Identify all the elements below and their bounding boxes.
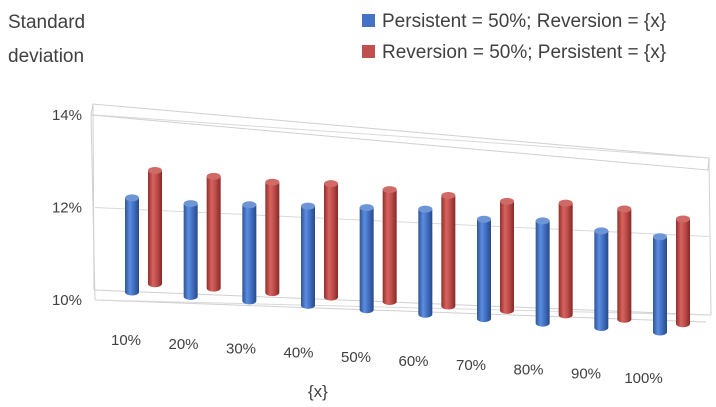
bar-series-2-90% — [617, 205, 632, 323]
x-tick-label: 100% — [624, 370, 662, 387]
bar-series-2-40% — [324, 180, 338, 301]
front-left-edge — [90, 114, 96, 301]
legend-label-series-1: Persistent = 50%; Reversion = {x} — [382, 11, 666, 32]
y-tick-label: 14% — [52, 107, 82, 124]
bar-series-2-10% — [148, 167, 162, 288]
bar-series-2-30% — [265, 178, 280, 297]
x-axis-title: {x} — [308, 382, 328, 401]
y-axis-ticks: 14% 12% 10% — [52, 107, 82, 309]
x-tick-label: 80% — [513, 361, 543, 378]
back-right-edge — [708, 157, 712, 316]
bar-series-2-60% — [441, 191, 456, 310]
legend-swatch-series-1 — [362, 14, 375, 27]
bars — [125, 167, 691, 336]
bar-series-1-90% — [594, 227, 609, 332]
bar-series-1-30% — [242, 201, 257, 305]
y-tick-label: 12% — [52, 200, 82, 217]
bar-series-1-10% — [125, 194, 139, 296]
x-tick-label: 60% — [398, 353, 428, 370]
legend-label-series-2: Reversion = 50%; Persistent = {x} — [382, 42, 666, 63]
x-tick-label: 30% — [226, 340, 256, 357]
legend: Persistent = 50%; Reversion = {x} Revers… — [362, 11, 666, 63]
bar-series-2-50% — [382, 186, 397, 306]
x-tick-label: 50% — [341, 349, 371, 366]
bar-series-1-50% — [359, 204, 374, 314]
bar-series-1-20% — [183, 200, 198, 300]
x-axis-ticks: 10% 20% 30% 40% 50% 60% 70% 80% 90% 100% — [111, 332, 663, 387]
x-tick-label: 20% — [168, 336, 198, 353]
gridline — [94, 114, 710, 159]
bar-series-1-40% — [301, 202, 315, 309]
bar-series-1-70% — [477, 215, 491, 323]
x-tick-label: 90% — [571, 366, 601, 383]
bar-series-1-100% — [653, 233, 667, 336]
x-tick-label: 70% — [456, 357, 486, 374]
legend-swatch-series-2 — [362, 45, 375, 58]
bar-series-2-100% — [676, 215, 691, 328]
bar-series-2-80% — [558, 199, 573, 319]
bar-series-2-70% — [500, 197, 514, 314]
y-axis-label-line2: deviation — [8, 46, 84, 67]
y-axis-label-line1: Standard — [8, 12, 85, 33]
x-tick-label: 10% — [111, 332, 141, 349]
y-tick-label: 10% — [52, 292, 82, 309]
bar-series-1-80% — [535, 217, 550, 327]
x-tick-label: 40% — [283, 345, 313, 362]
back-wall — [90, 103, 710, 171]
bar-series-2-20% — [206, 172, 221, 292]
bar-series-1-60% — [418, 205, 433, 318]
